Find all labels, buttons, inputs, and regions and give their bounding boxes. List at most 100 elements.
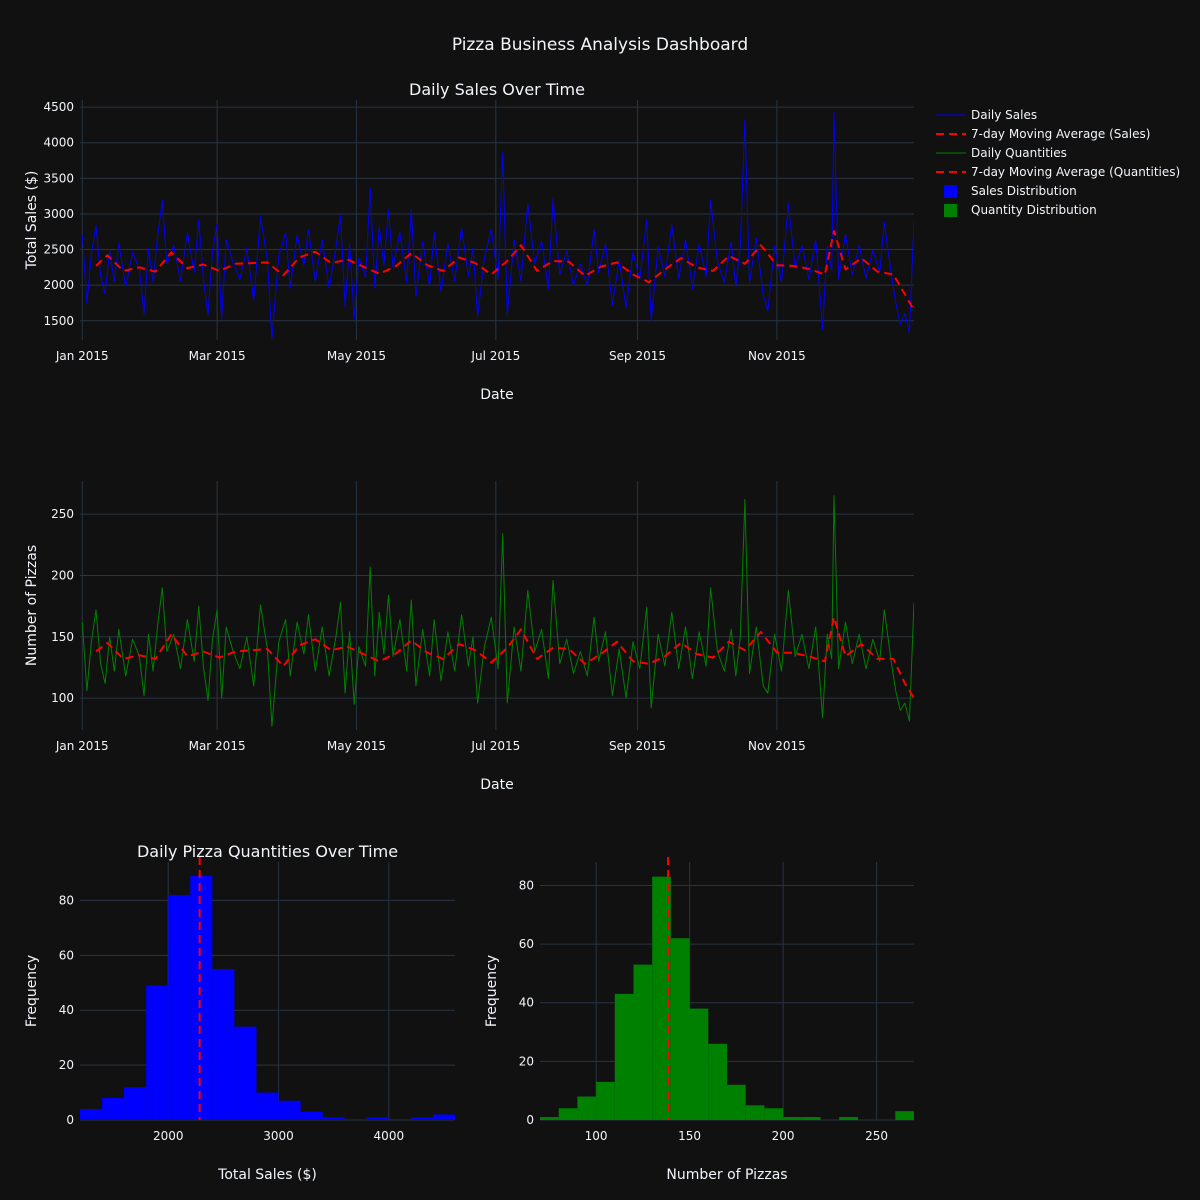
sales-histogram: 0 20 40 60 80 2000 3000 4000 Total Sales ($) Freq… [24,842,455,1183]
y-tick-label: 0 [526,1113,534,1127]
quantity-histogram: 0 20 40 60 80 100 150 200 250 Number of Pizzas Fre… [484,857,914,1183]
histogram-bar [633,964,653,1120]
chart-title: Daily Pizza Quantities Over Time [137,842,398,861]
x-tick-label: Mar 2015 [189,349,246,363]
histogram-bar [124,1087,147,1120]
legend-swatch [944,185,957,198]
quantity-line-chart: 100 150 200 250 Jan 2015 Mar 2015 May 2015 Jul … [24,481,914,793]
histogram-bar [558,1108,578,1120]
legend-item[interactable]: 7-day Moving Average (Sales) [936,127,1150,141]
x-tick-label: 200 [772,1129,795,1143]
y-tick-label: 250 [51,507,74,521]
histogram-bar [783,1117,802,1120]
legend-item[interactable]: Sales Distribution [944,184,1077,198]
x-tick-label: May 2015 [327,349,386,363]
y-tick-label: 150 [51,630,74,644]
histogram-bar [410,1117,433,1120]
legend-label: Sales Distribution [971,184,1077,198]
histogram-bar [212,969,235,1120]
legend-label: Daily Quantities [971,146,1067,160]
y-axis-title: Frequency [484,955,500,1027]
x-tick-label: Jan 2015 [55,739,109,753]
x-tick-label: Jul 2015 [470,739,520,753]
x-tick-label: 150 [678,1129,701,1143]
y-axis-title: Frequency [24,955,40,1027]
histogram-bar [190,875,213,1120]
histogram-bar [839,1117,858,1120]
legend-label: 7-day Moving Average (Sales) [971,127,1150,141]
x-tick-label: 100 [585,1129,608,1143]
y-tick-label: 80 [519,878,534,892]
y-axis-title: Number of Pizzas [24,545,40,666]
histogram-bar [895,1111,914,1120]
histogram-bar [670,938,690,1120]
histogram-bar [366,1117,389,1120]
y-tick-label: 60 [519,937,534,951]
y-tick-label: 0 [66,1113,74,1127]
y-tick-label: 200 [51,568,74,582]
histogram-bar [322,1117,345,1120]
y-axis-title: Total Sales ($) [24,171,40,271]
histogram-bar [577,1096,597,1120]
series-line-0 [81,112,914,340]
y-tick-label: 3000 [43,207,74,221]
histogram-bar [168,894,191,1120]
legend-label: Daily Sales [971,108,1037,122]
x-tick-label: May 2015 [327,739,386,753]
histogram-bar [689,1008,709,1120]
y-tick-label: 4500 [43,100,74,114]
moving-average-line-1 [95,616,914,699]
y-tick-label: 60 [59,948,74,962]
histogram-bar [801,1117,821,1120]
histogram-bar [652,876,671,1120]
y-tick-label: 2500 [43,243,74,257]
x-tick-label: Sep 2015 [609,739,666,753]
legend[interactable]: Daily Sales 7-day Moving Average (Sales) D… [936,108,1180,217]
y-tick-label: 100 [51,691,74,705]
y-tick-label: 20 [59,1058,74,1072]
histogram-bar [745,1105,765,1120]
moving-average-line-1 [95,230,914,311]
y-tick-label: 20 [519,1054,534,1068]
x-tick-label: Jul 2015 [470,349,520,363]
sales-line-chart: 1500 2000 2500 3000 3500 4000 4500 Jan 2015 Mar … [24,80,914,403]
histogram-bar [102,1098,125,1120]
chart-title: Daily Sales Over Time [409,80,585,99]
x-tick-label: 3000 [263,1129,294,1143]
histogram-bar [80,1109,103,1120]
series-line-0 [81,495,914,727]
y-tick-label: 80 [59,893,74,907]
legend-label: Quantity Distribution [971,203,1097,217]
histogram-bar [727,1084,746,1120]
histogram-bar [256,1092,279,1120]
legend-swatch [944,204,957,217]
y-tick-label: 40 [519,996,534,1010]
histogram-bar [540,1117,559,1120]
x-tick-label: Nov 2015 [748,349,806,363]
y-tick-label: 40 [59,1003,74,1017]
histogram-bar [234,1026,257,1120]
x-axis-title: Total Sales ($) [217,1167,317,1183]
histogram-bar [300,1111,323,1120]
histogram-bar [614,993,634,1120]
histogram-bar [146,985,169,1120]
x-tick-label: 4000 [374,1129,405,1143]
y-tick-label: 4000 [43,136,74,150]
x-tick-label: Nov 2015 [748,739,806,753]
histogram-bar [596,1081,615,1120]
dashboard-title: Pizza Business Analysis Dashboard [452,35,748,55]
x-tick-label: Jan 2015 [55,349,109,363]
x-axis-title: Date [480,777,513,793]
legend-item[interactable]: 7-day Moving Average (Quantities) [936,165,1180,179]
y-tick-label: 2000 [43,278,74,292]
x-axis-title: Number of Pizzas [666,1167,787,1183]
legend-item[interactable]: Daily Sales [936,108,1037,122]
histogram-bar [764,1108,784,1120]
histogram-bar [278,1100,301,1120]
legend-item[interactable]: Daily Quantities [936,146,1067,160]
legend-label: 7-day Moving Average (Quantities) [971,165,1180,179]
x-tick-label: 250 [865,1129,888,1143]
legend-item[interactable]: Quantity Distribution [944,203,1097,217]
histogram-bar [432,1114,455,1120]
